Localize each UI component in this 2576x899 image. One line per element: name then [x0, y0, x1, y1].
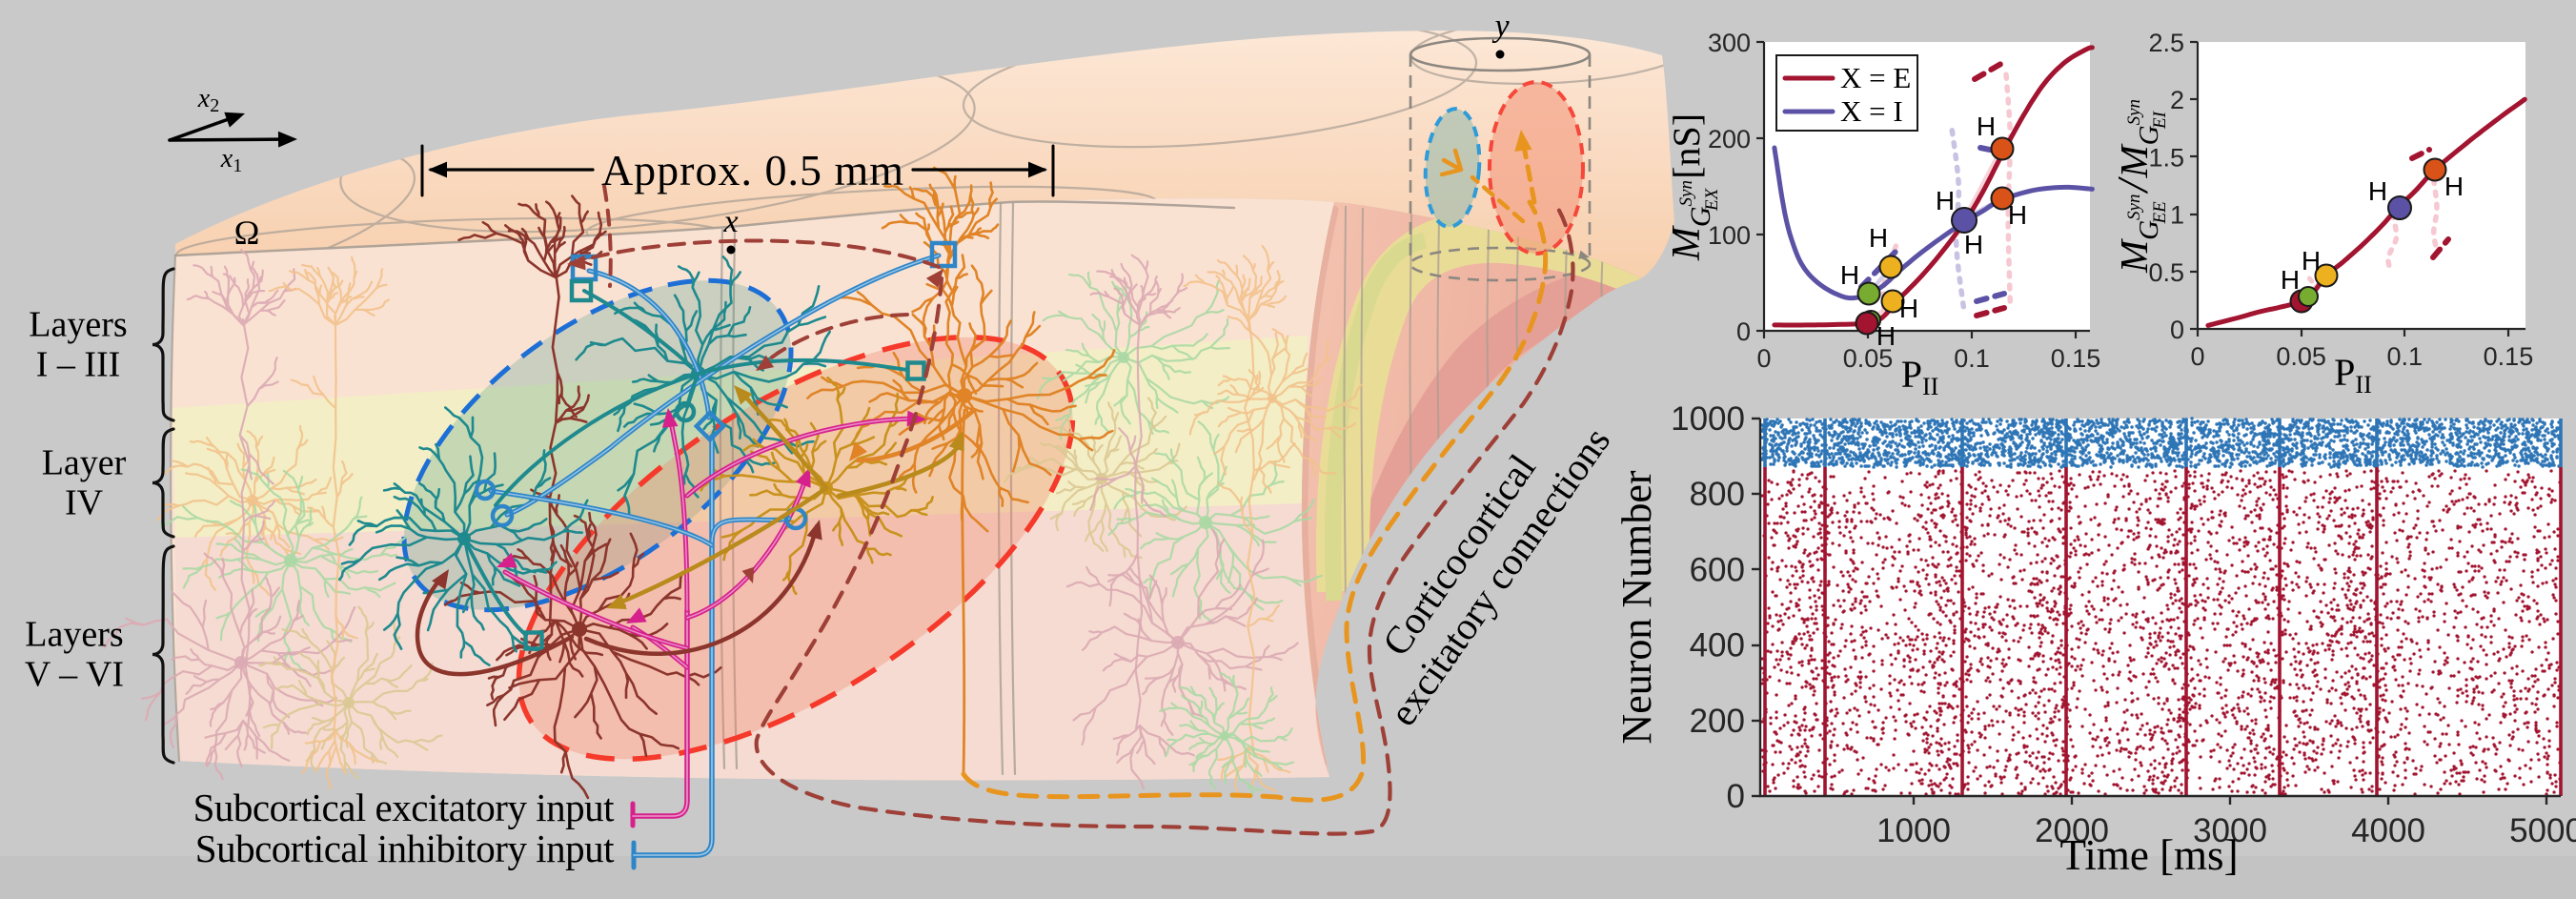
svg-text:Neuron Number: Neuron Number	[1613, 470, 1660, 744]
svg-text:2.5: 2.5	[2148, 29, 2184, 57]
svg-text:Approx. 0.5 mm: Approx. 0.5 mm	[601, 146, 904, 194]
svg-text:IV: IV	[65, 483, 104, 523]
svg-text:0.1: 0.1	[1954, 344, 1990, 373]
svg-text:5000: 5000	[2509, 812, 2576, 849]
svg-text:X = E: X = E	[1840, 61, 1911, 94]
svg-text:V – VI: V – VI	[25, 655, 124, 695]
svg-text:0.5: 0.5	[2148, 258, 2184, 287]
svg-text:H: H	[2008, 200, 2027, 230]
svg-text:2: 2	[2170, 86, 2184, 114]
svg-text:x1: x1	[220, 144, 242, 176]
svg-text:3000: 3000	[2193, 812, 2267, 849]
svg-text:H: H	[1964, 230, 1983, 259]
svg-text:I – III: I – III	[36, 345, 121, 385]
svg-text:0.05: 0.05	[1843, 344, 1894, 373]
svg-text:1000: 1000	[1876, 812, 1951, 849]
svg-text:H: H	[1869, 223, 1888, 253]
svg-text:300: 300	[1708, 29, 1751, 57]
svg-text:H: H	[1936, 186, 1955, 215]
svg-text:1: 1	[2170, 201, 2184, 230]
svg-text:x: x	[722, 204, 738, 239]
svg-text:200: 200	[1690, 703, 1745, 740]
svg-text:1000: 1000	[1671, 400, 1745, 438]
svg-text:600: 600	[1690, 551, 1745, 588]
svg-text:H: H	[1899, 294, 1918, 323]
svg-text:H: H	[1840, 260, 1859, 290]
svg-text:0: 0	[1727, 778, 1745, 815]
svg-text:y: y	[1491, 9, 1510, 44]
svg-text:400: 400	[1690, 627, 1745, 664]
svg-text:0.15: 0.15	[2484, 342, 2534, 371]
svg-text:0.1: 0.1	[2387, 342, 2424, 371]
svg-text:H: H	[2444, 172, 2464, 201]
svg-text:H: H	[1876, 321, 1896, 351]
svg-text:Layers: Layers	[29, 305, 127, 345]
svg-text:H: H	[2281, 265, 2300, 295]
svg-text:200: 200	[1708, 125, 1751, 153]
svg-text:0.15: 0.15	[2051, 344, 2101, 373]
svg-text:H: H	[1977, 112, 1996, 141]
svg-text:4000: 4000	[2351, 812, 2425, 849]
svg-text:Subcortical excitatory input: Subcortical excitatory input	[193, 786, 616, 829]
svg-text:x2: x2	[197, 84, 219, 116]
svg-text:Layer: Layer	[42, 443, 127, 483]
svg-text:H: H	[2302, 246, 2321, 276]
svg-text:1.5: 1.5	[2148, 143, 2184, 172]
svg-text:0: 0	[1736, 317, 1751, 346]
svg-text:Ω: Ω	[234, 214, 260, 252]
svg-text:2000: 2000	[2035, 812, 2109, 849]
svg-text:800: 800	[1690, 476, 1745, 513]
svg-text:0: 0	[1756, 344, 1771, 373]
svg-text:0: 0	[2170, 316, 2184, 344]
svg-text:Time [ms]: Time [ms]	[2059, 831, 2238, 879]
svg-text:0: 0	[2190, 342, 2204, 371]
svg-text:Subcortical inhibitory input: Subcortical inhibitory input	[195, 827, 615, 870]
svg-text:Layers: Layers	[25, 615, 123, 655]
svg-text:H: H	[2368, 176, 2387, 206]
svg-text:0.05: 0.05	[2276, 342, 2326, 371]
svg-text:100: 100	[1708, 221, 1751, 250]
svg-text:X = I: X = I	[1840, 94, 1903, 128]
